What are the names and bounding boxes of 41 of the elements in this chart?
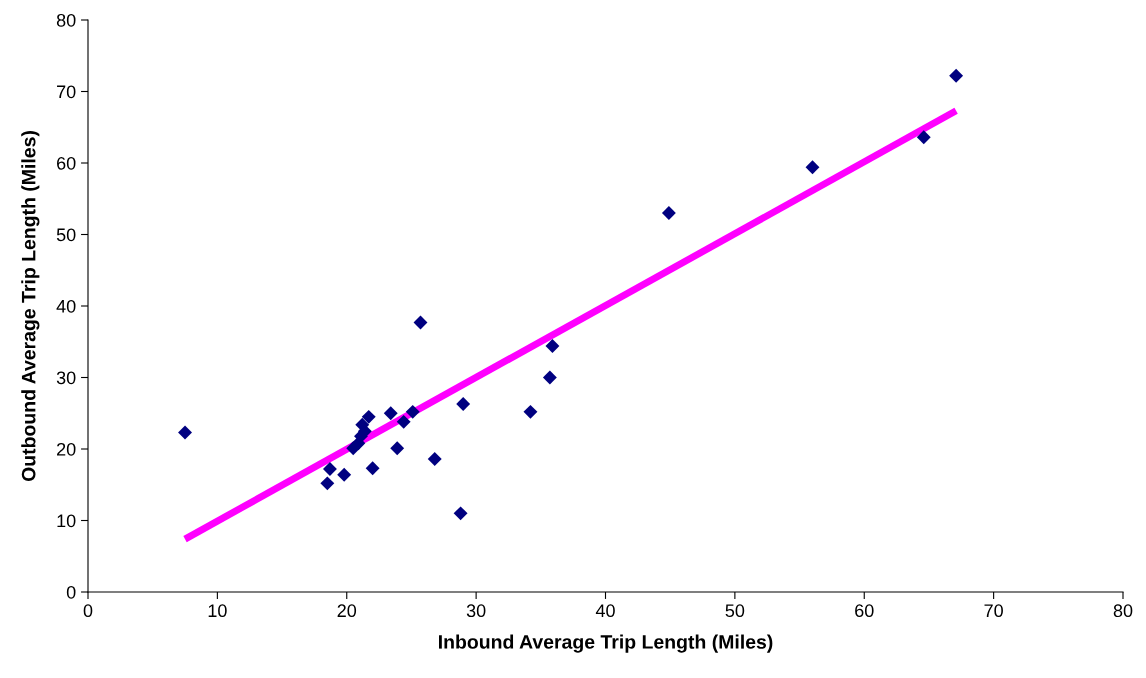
- point: [661, 206, 676, 220]
- point: [337, 467, 352, 482]
- x-tick-label: 70: [984, 604, 1003, 618]
- y-tick-label: 20: [57, 442, 76, 456]
- point: [390, 441, 405, 456]
- x-tick-label: 40: [595, 604, 615, 618]
- x-tick-label: 0: [83, 604, 93, 618]
- y-axis-title: Outbound Average Trip Length (Miles): [21, 131, 40, 482]
- point: [383, 406, 398, 421]
- point: [545, 339, 560, 353]
- y-tick-label: 10: [57, 514, 76, 528]
- point: [361, 409, 376, 424]
- point: [396, 414, 411, 429]
- point: [178, 425, 192, 440]
- x-tick-label: 50: [725, 604, 745, 618]
- point: [322, 462, 337, 476]
- point: [542, 370, 557, 385]
- x-tick-label: 10: [208, 604, 227, 618]
- y-tick-label: 60: [57, 156, 76, 170]
- x-tick-label: 60: [855, 604, 874, 618]
- point: [949, 68, 964, 83]
- y-tick-label: 70: [57, 85, 76, 99]
- point: [916, 130, 931, 145]
- point: [427, 452, 442, 466]
- point: [453, 506, 468, 521]
- x-tick-label: 80: [1113, 604, 1133, 618]
- y-tick-label: 30: [56, 371, 76, 385]
- point: [413, 315, 428, 330]
- x-axis-title: Inbound Average Trip Length (Miles): [439, 634, 773, 653]
- point: [805, 160, 820, 175]
- y-tick-label: 80: [56, 13, 76, 27]
- point: [456, 397, 471, 411]
- y-tick-label: 50: [56, 228, 76, 242]
- point: [523, 404, 538, 419]
- point: [365, 461, 380, 476]
- y-tick-label: 40: [56, 299, 76, 313]
- point: [320, 476, 335, 491]
- x-tick-label: 20: [337, 604, 357, 618]
- point: [405, 404, 420, 419]
- y-tick-label: 0: [66, 585, 76, 599]
- x-tick-label: 30: [466, 604, 486, 618]
